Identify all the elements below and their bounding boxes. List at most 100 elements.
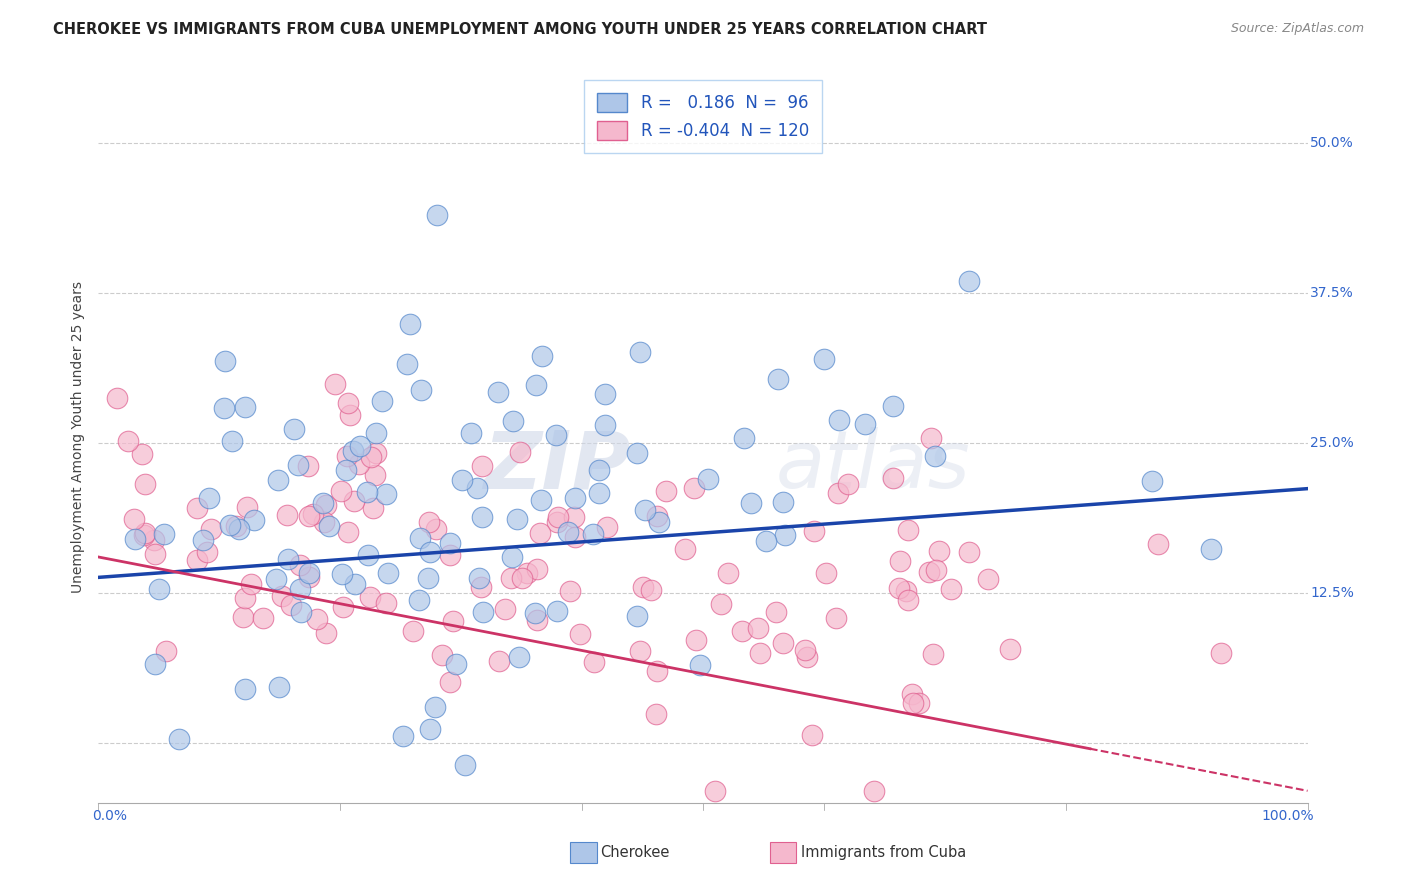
Point (588, 463, 610, 477)
Point (628, 345, 651, 359)
Text: 25.0%: 25.0% (1310, 436, 1354, 450)
Point (228, 522, 250, 536)
Point (155, 643, 177, 657)
Point (439, 536, 461, 550)
Point (195, 545, 218, 559)
Point (145, 657, 167, 671)
Point (418, 515, 440, 529)
Point (837, 476, 859, 491)
Point (221, 434, 243, 448)
Point (765, 605, 787, 619)
Point (232, 610, 254, 624)
Point (364, 446, 387, 460)
Point (863, 784, 886, 798)
Point (134, 476, 156, 491)
Point (800, 728, 823, 742)
Point (907, 696, 929, 710)
Point (882, 471, 904, 485)
Point (419, 545, 441, 559)
Point (526, 561, 548, 575)
Point (582, 526, 605, 541)
Point (218, 518, 240, 533)
Point (529, 525, 551, 540)
Point (717, 566, 740, 580)
Point (312, 515, 335, 529)
Point (803, 524, 825, 538)
Point (356, 484, 378, 499)
Point (288, 582, 311, 596)
Point (311, 496, 333, 510)
Point (439, 674, 461, 689)
FancyBboxPatch shape (769, 842, 796, 863)
Point (588, 486, 610, 500)
Point (897, 592, 920, 607)
Point (419, 722, 441, 736)
Point (921, 647, 943, 661)
Point (426, 208, 449, 222)
Point (768, 372, 790, 386)
Point (124, 532, 146, 546)
Point (640, 582, 662, 597)
Point (853, 417, 876, 432)
Point (749, 646, 772, 660)
Point (626, 446, 648, 460)
Point (516, 566, 538, 581)
Point (494, 602, 516, 616)
Point (583, 655, 606, 669)
Point (131, 447, 153, 461)
Point (747, 621, 769, 635)
Text: 100.0%: 100.0% (1261, 809, 1313, 822)
Point (897, 523, 920, 537)
Point (411, 383, 433, 397)
Text: 50.0%: 50.0% (1310, 136, 1354, 151)
Point (357, 548, 380, 562)
Point (318, 519, 340, 533)
Point (773, 528, 796, 542)
Point (626, 608, 648, 623)
Point (302, 508, 325, 522)
Point (343, 577, 366, 591)
Point (399, 317, 422, 331)
Point (731, 624, 754, 638)
Point (323, 377, 346, 392)
Point (336, 396, 359, 410)
Point (235, 681, 257, 696)
Point (524, 606, 547, 620)
Point (143, 547, 166, 561)
Point (240, 576, 263, 591)
Point (290, 605, 312, 619)
Point (198, 491, 221, 505)
Point (546, 604, 568, 618)
Point (336, 449, 359, 463)
Point (167, 731, 190, 746)
Point (332, 600, 354, 615)
Point (593, 387, 616, 401)
Point (283, 422, 305, 436)
Point (425, 700, 447, 714)
Point (558, 583, 581, 598)
Point (882, 399, 904, 413)
Point (733, 431, 755, 445)
Point (544, 427, 567, 442)
Point (402, 624, 425, 639)
Point (425, 522, 447, 536)
Point (957, 545, 980, 559)
Text: Cherokee: Cherokee (600, 845, 669, 860)
Point (924, 449, 946, 463)
Point (526, 613, 548, 627)
Point (505, 512, 527, 526)
Point (501, 549, 523, 564)
Point (510, 571, 533, 585)
Text: Source: ZipAtlas.com: Source: ZipAtlas.com (1230, 22, 1364, 36)
Point (794, 643, 817, 657)
Point (564, 491, 586, 506)
Point (547, 509, 569, 524)
Point (925, 563, 948, 577)
Text: Immigrants from Cuba: Immigrants from Cuba (801, 845, 966, 860)
Point (710, 597, 733, 611)
Point (349, 439, 371, 453)
Point (901, 687, 924, 701)
Point (298, 569, 321, 583)
Point (564, 530, 586, 544)
Point (796, 650, 818, 665)
